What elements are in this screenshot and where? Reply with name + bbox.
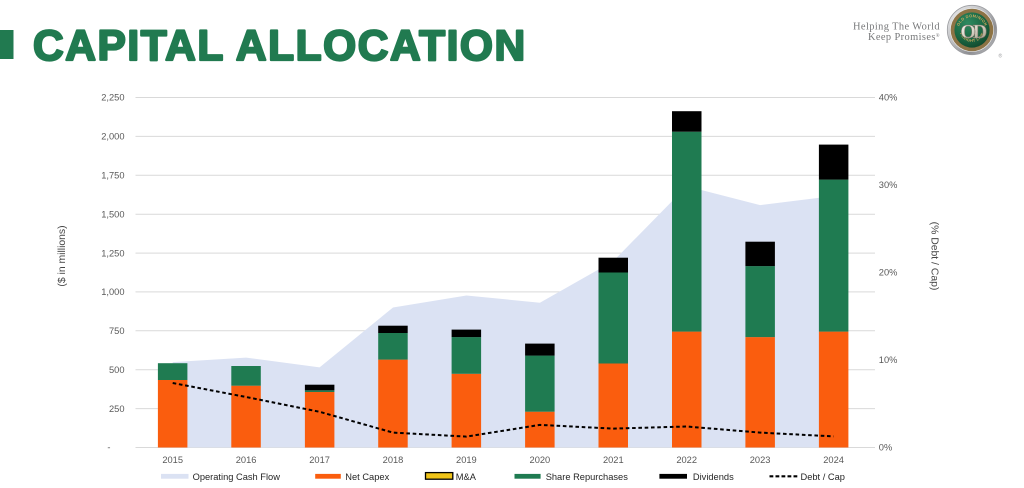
svg-text:750: 750 [109,326,125,336]
svg-text:Helping The World: Helping The World [853,22,940,33]
svg-text:2,250: 2,250 [101,93,124,103]
svg-text:2023: 2023 [750,455,771,465]
svg-text:250: 250 [109,404,125,414]
svg-text:-: - [107,443,110,453]
svg-text:500: 500 [109,365,125,375]
svg-text:M&A: M&A [456,472,477,482]
svg-text:2022: 2022 [676,455,697,465]
svg-text:CAPITAL ALLOCATION: CAPITAL ALLOCATION [33,23,527,70]
svg-text:2020: 2020 [530,455,551,465]
svg-text:1,500: 1,500 [101,209,124,219]
svg-text:10%: 10% [879,355,898,365]
svg-text:Debt / Cap: Debt / Cap [801,472,845,482]
svg-text:($ in millions): ($ in millions) [57,225,68,286]
svg-text:2019: 2019 [456,455,477,465]
svg-text:Dividends: Dividends [693,472,734,482]
svg-text:40%: 40% [879,93,898,103]
svg-text:(% Debt / Cap): (% Debt / Cap) [929,222,940,291]
svg-text:OD: OD [960,21,986,43]
svg-text:Keep Promises®: Keep Promises® [868,32,940,43]
svg-text:Share Repurchases: Share Repurchases [546,472,629,482]
svg-text:0%: 0% [879,443,892,453]
svg-text:Operating Cash Flow: Operating Cash Flow [193,472,281,482]
svg-text:2024: 2024 [823,455,844,465]
svg-text:2015: 2015 [162,455,183,465]
svg-text:2018: 2018 [383,455,404,465]
svg-text:20%: 20% [879,268,898,278]
svg-text:Net Capex: Net Capex [345,472,389,482]
svg-text:2,000: 2,000 [101,132,124,142]
svg-text:2016: 2016 [236,455,257,465]
svg-text:1,000: 1,000 [101,287,124,297]
svg-text:®: ® [999,53,1003,60]
svg-text:1,750: 1,750 [101,171,124,181]
svg-text:2021: 2021 [603,455,624,465]
svg-text:30%: 30% [879,180,898,190]
svg-text:2017: 2017 [309,455,330,465]
svg-text:1,250: 1,250 [101,248,124,258]
